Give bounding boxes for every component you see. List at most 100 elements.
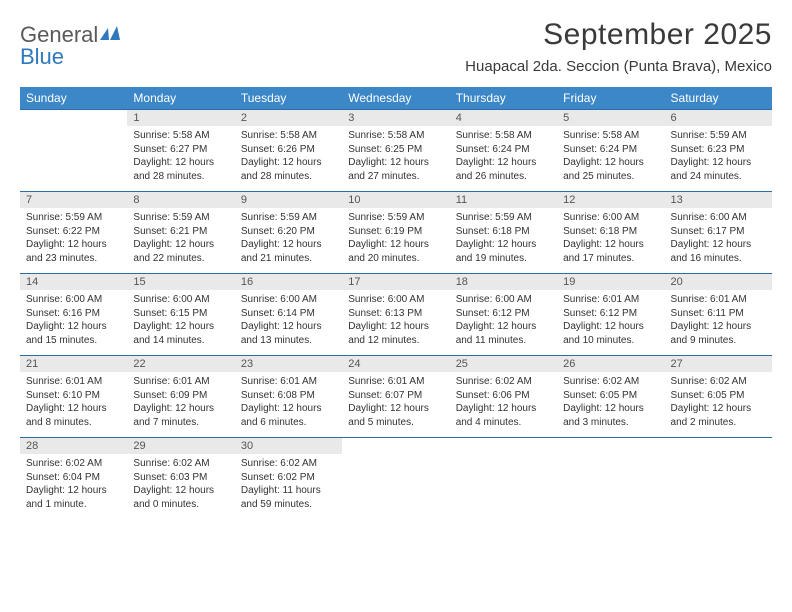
day-cell: Sunrise: 6:02 AMSunset: 6:06 PMDaylight:… <box>450 372 557 438</box>
week-daynum-row: 123456 <box>20 110 772 127</box>
sunset-text: Sunset: 6:11 PM <box>671 307 766 321</box>
daylight-text: and 28 minutes. <box>133 170 228 184</box>
day-number: 8 <box>127 192 234 209</box>
sunset-text: Sunset: 6:18 PM <box>456 225 551 239</box>
daylight-text: and 20 minutes. <box>348 252 443 266</box>
week-daynum-row: 282930 <box>20 438 772 455</box>
sunrise-text: Sunrise: 6:01 AM <box>26 375 121 389</box>
flag-icon <box>100 22 122 47</box>
sunset-text: Sunset: 6:08 PM <box>241 389 336 403</box>
day-number: 7 <box>20 192 127 209</box>
daylight-text: Daylight: 12 hours <box>241 320 336 334</box>
day-cell: Sunrise: 6:00 AMSunset: 6:15 PMDaylight:… <box>127 290 234 356</box>
title-block: September 2025 Huapacal 2da. Seccion (Pu… <box>465 18 772 83</box>
daylight-text: and 16 minutes. <box>671 252 766 266</box>
sunset-text: Sunset: 6:27 PM <box>133 143 228 157</box>
daylight-text: Daylight: 12 hours <box>456 402 551 416</box>
sunrise-text: Sunrise: 6:01 AM <box>133 375 228 389</box>
sunset-text: Sunset: 6:02 PM <box>241 471 336 485</box>
day-cell: Sunrise: 5:59 AMSunset: 6:19 PMDaylight:… <box>342 208 449 274</box>
day-number <box>665 438 772 455</box>
day-cell: Sunrise: 6:00 AMSunset: 6:14 PMDaylight:… <box>235 290 342 356</box>
sunrise-text: Sunrise: 6:01 AM <box>563 293 658 307</box>
sunrise-text: Sunrise: 5:59 AM <box>456 211 551 225</box>
day-cell: Sunrise: 6:00 AMSunset: 6:17 PMDaylight:… <box>665 208 772 274</box>
calendar-table: Sunday Monday Tuesday Wednesday Thursday… <box>20 87 772 519</box>
week-content-row: Sunrise: 6:01 AMSunset: 6:10 PMDaylight:… <box>20 372 772 438</box>
dayname-tue: Tuesday <box>235 87 342 110</box>
sunrise-text: Sunrise: 6:00 AM <box>671 211 766 225</box>
sunrise-text: Sunrise: 5:59 AM <box>348 211 443 225</box>
day-number: 10 <box>342 192 449 209</box>
sunset-text: Sunset: 6:26 PM <box>241 143 336 157</box>
sunrise-text: Sunrise: 6:00 AM <box>456 293 551 307</box>
week-content-row: Sunrise: 5:59 AM Sunset: 6:22 PMDaylight:… <box>20 208 772 274</box>
daylight-text: and 24 minutes. <box>671 170 766 184</box>
sunrise-text: Sunrise: 6:00 AM <box>348 293 443 307</box>
daylight-text: and 5 minutes. <box>348 416 443 430</box>
daylight-text: and 25 minutes. <box>563 170 658 184</box>
sunset-text: Sunset: 6:20 PM <box>241 225 336 239</box>
sunrise-text: Sunrise: 6:02 AM <box>26 457 121 471</box>
daylight-text: Daylight: 12 hours <box>563 320 658 334</box>
daylight-text: Daylight: 12 hours <box>133 156 228 170</box>
daylight-text: Daylight: 11 hours <box>241 484 336 498</box>
sunset-text: Sunset: 6:13 PM <box>348 307 443 321</box>
sunrise-text: Sunrise: 5:58 AM <box>133 129 228 143</box>
day-number: 28 <box>20 438 127 455</box>
sunset-text: Sunset: 6:10 PM <box>26 389 121 403</box>
month-title: September 2025 <box>465 18 772 52</box>
sunrise-text: Sunrise: 6:01 AM <box>671 293 766 307</box>
day-number: 29 <box>127 438 234 455</box>
day-cell: Sunrise: 5:59 AMSunset: 6:23 PMDaylight:… <box>665 126 772 192</box>
day-cell: Sunrise: 5:59 AMSunset: 6:20 PMDaylight:… <box>235 208 342 274</box>
sunrise-text: Sunrise: 5:58 AM <box>348 129 443 143</box>
daylight-text: Daylight: 12 hours <box>241 402 336 416</box>
daylight-text: and 2 minutes. <box>671 416 766 430</box>
sunset-text: Sunset: 6:12 PM <box>563 307 658 321</box>
sunset-text: Sunset: 6:12 PM <box>456 307 551 321</box>
day-cell: Sunrise: 6:01 AMSunset: 6:11 PMDaylight:… <box>665 290 772 356</box>
day-cell: Sunrise: 6:01 AMSunset: 6:09 PMDaylight:… <box>127 372 234 438</box>
daylight-text: and 22 minutes. <box>133 252 228 266</box>
sunrise-text: Sunrise: 6:00 AM <box>26 293 121 307</box>
daylight-text: Daylight: 12 hours <box>26 238 121 252</box>
day-number: 27 <box>665 356 772 373</box>
sunrise-text: Sunrise: 6:00 AM <box>133 293 228 307</box>
daylight-text: and 1 minute. <box>26 498 121 512</box>
sunset-text: Sunset: 6:24 PM <box>563 143 658 157</box>
sunrise-text: Sunrise: 5:59 AM <box>671 129 766 143</box>
sunset-text: Sunset: 6:09 PM <box>133 389 228 403</box>
sunset-text: Sunset: 6:22 PM <box>26 225 121 239</box>
dayname-mon: Monday <box>127 87 234 110</box>
sunset-text: Sunset: 6:15 PM <box>133 307 228 321</box>
week-daynum-row: 14151617181920 <box>20 274 772 291</box>
day-number: 16 <box>235 274 342 291</box>
daylight-text: Daylight: 12 hours <box>456 156 551 170</box>
header: General Blue September 2025 Huapacal 2da… <box>20 18 772 83</box>
day-number: 2 <box>235 110 342 127</box>
day-number: 25 <box>450 356 557 373</box>
week-content-row: Sunrise: 6:00 AMSunset: 6:16 PMDaylight:… <box>20 290 772 356</box>
sunset-text: Sunset: 6:03 PM <box>133 471 228 485</box>
sunrise-text: Sunrise: 6:00 AM <box>563 211 658 225</box>
day-cell <box>342 454 449 519</box>
day-number <box>20 110 127 127</box>
sunrise-text: Sunrise: 5:58 AM <box>241 129 336 143</box>
daylight-text: Daylight: 12 hours <box>563 402 658 416</box>
day-number: 14 <box>20 274 127 291</box>
day-cell <box>450 454 557 519</box>
day-cell: Sunrise: 6:01 AMSunset: 6:12 PMDaylight:… <box>557 290 664 356</box>
day-number: 17 <box>342 274 449 291</box>
sunset-text: Sunset: 6:05 PM <box>563 389 658 403</box>
day-number: 18 <box>450 274 557 291</box>
sunrise-text: Sunrise: 6:02 AM <box>456 375 551 389</box>
sunset-text: Sunset: 6:25 PM <box>348 143 443 157</box>
daylight-text: and 11 minutes. <box>456 334 551 348</box>
logo-word-blue: Blue <box>20 44 64 69</box>
sunset-text: Sunset: 6:17 PM <box>671 225 766 239</box>
dayname-fri: Friday <box>557 87 664 110</box>
sunset-text: Sunset: 6:06 PM <box>456 389 551 403</box>
daylight-text: Daylight: 12 hours <box>133 484 228 498</box>
day-number: 1 <box>127 110 234 127</box>
